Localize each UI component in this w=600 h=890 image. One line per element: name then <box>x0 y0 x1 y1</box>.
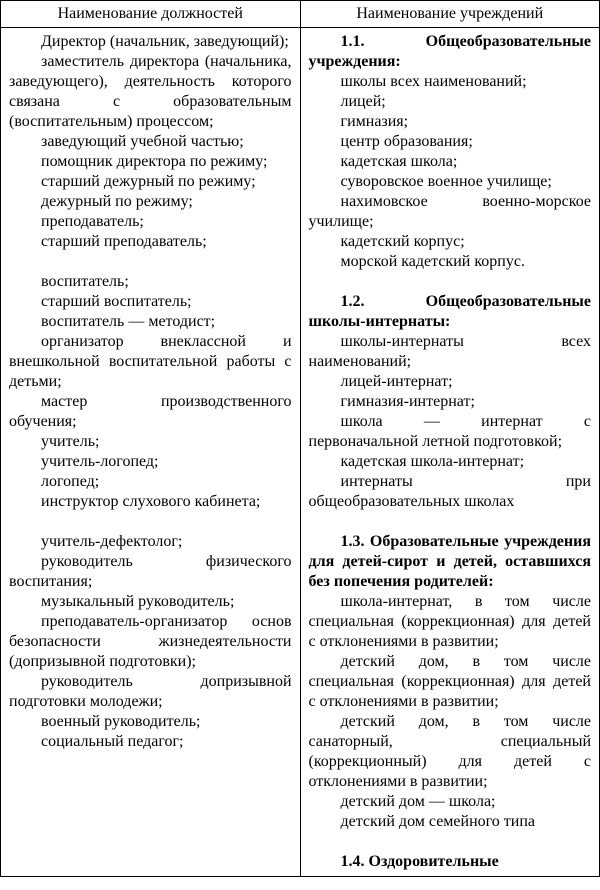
right-entry: детский дом — школа; <box>309 792 592 812</box>
positions-institutions-table: Наименование должностей Наименование учр… <box>0 0 600 877</box>
left-entry: Директор (начальник, заведующий); <box>9 32 292 52</box>
left-entry: помощник директора по режиму; <box>9 152 292 172</box>
table-header-row: Наименование должностей Наименование учр… <box>1 1 600 28</box>
left-entry: руководитель допризывной подготовки моло… <box>9 672 292 712</box>
left-entry: воспитатель — методист; <box>9 312 292 332</box>
left-entry: заведующий учебной частью; <box>9 132 292 152</box>
header-institutions: Наименование учреждений <box>300 1 600 28</box>
right-entry: школа — интернат с первоначальной летной… <box>309 412 592 452</box>
blank-line <box>9 512 292 532</box>
left-entry: логопед; <box>9 472 292 492</box>
right-entry: интернаты при общеобразовательных школах <box>309 472 592 512</box>
document-page: Наименование должностей Наименование учр… <box>0 0 600 890</box>
right-entry: гимназия-интернат; <box>309 392 592 412</box>
right-entry: 1.4. Оздоровительные <box>309 852 592 872</box>
left-entry: старший преподаватель; <box>9 232 292 252</box>
right-entry: 1.1. Общеобразовательные учреждения: <box>309 32 592 72</box>
left-entry: мастер производственного обучения; <box>9 392 292 432</box>
left-entry: музыкальный руководитель; <box>9 592 292 612</box>
cell-institutions: 1.1. Общеобразовательные учреждения:школ… <box>300 28 600 877</box>
right-entry: школа-интернат, в том числе специальная … <box>309 592 592 652</box>
left-entry: заместитель директора (начальника, завед… <box>9 52 292 132</box>
left-entry: учитель-логопед; <box>9 452 292 472</box>
right-entry: нахимовское военно-морское училище; <box>309 192 592 232</box>
right-entry: кадетская школа-интернат; <box>309 452 592 472</box>
left-entry: дежурный по режиму; <box>9 192 292 212</box>
right-entry: детский дом, в том числе специальная (ко… <box>309 652 592 712</box>
blank-line <box>309 832 592 852</box>
blank-line <box>309 512 592 532</box>
blank-line <box>9 252 292 272</box>
left-entry: организатор внеклассной и внешкольной во… <box>9 332 292 392</box>
left-entry: учитель-дефектолог; <box>9 532 292 552</box>
left-entry: преподаватель-организатор основ безопасн… <box>9 612 292 672</box>
right-entry: лицей; <box>309 92 592 112</box>
right-entry: 1.2. Общеобразовательные школы-интернаты… <box>309 292 592 332</box>
left-entry: воспитатель; <box>9 272 292 292</box>
left-entry: социальный педагог; <box>9 732 292 752</box>
right-entry: суворовское военное училище; <box>309 172 592 192</box>
cell-positions: Директор (начальник, заведующий);замести… <box>1 28 301 877</box>
left-entry: руководитель физического воспитания; <box>9 552 292 592</box>
right-entry: детский дом семейного типа <box>309 812 592 832</box>
right-entry: школы-интернаты всех наименований; <box>309 332 592 372</box>
table-body-row: Директор (начальник, заведующий);замести… <box>1 28 600 877</box>
left-entry: преподаватель; <box>9 212 292 232</box>
right-entry: лицей-интернат; <box>309 372 592 392</box>
left-entry: старший воспитатель; <box>9 292 292 312</box>
left-entry: военный руководитель; <box>9 712 292 732</box>
left-entry: учитель; <box>9 432 292 452</box>
right-entry: морской кадетский корпус. <box>309 252 592 272</box>
right-entry: кадетская школа; <box>309 152 592 172</box>
right-entry: детский дом, в том числе санаторный, спе… <box>309 712 592 792</box>
right-entry: школы всех наименований; <box>309 72 592 92</box>
right-entry: гимназия; <box>309 112 592 132</box>
left-entry: старший дежурный по режиму; <box>9 172 292 192</box>
left-entry: инструктор слухового кабинета; <box>9 492 292 512</box>
right-entry: 1.3. Образовательные учреждения для дете… <box>309 532 592 592</box>
right-entry: кадетский корпус; <box>309 232 592 252</box>
right-entry: центр образования; <box>309 132 592 152</box>
header-positions: Наименование должностей <box>1 1 301 28</box>
blank-line <box>309 272 592 292</box>
